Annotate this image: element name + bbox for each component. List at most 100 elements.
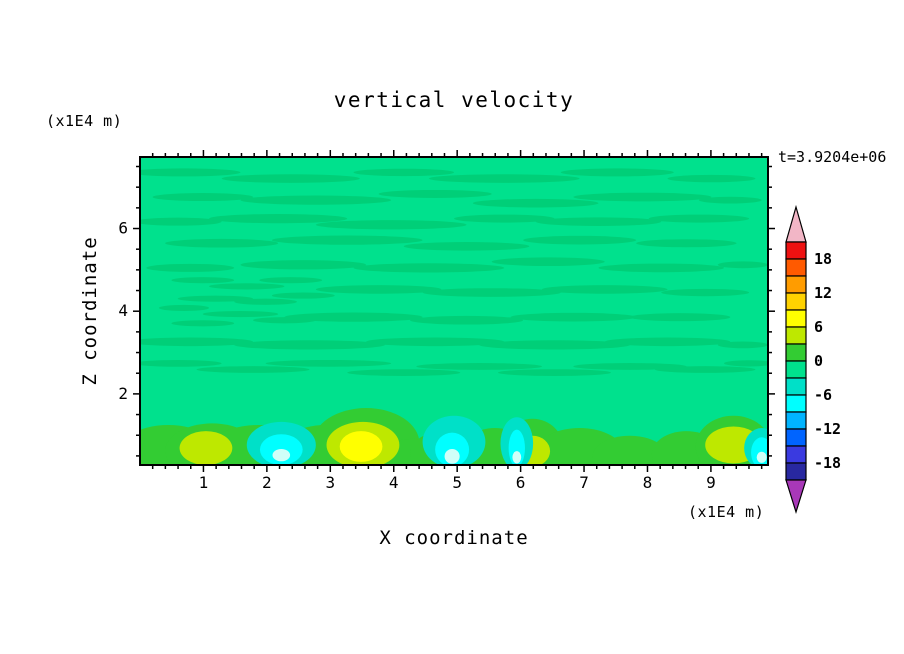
contour-streak — [523, 235, 637, 245]
contour-streak — [209, 283, 285, 290]
contour-streak — [629, 313, 731, 322]
contour-streak — [422, 288, 561, 297]
contour-blob-green — [592, 435, 668, 465]
x-tick-label: 5 — [452, 473, 462, 492]
colorbar-segment — [785, 326, 807, 345]
colorbar-segment — [785, 462, 807, 481]
x-tick-label: 2 — [262, 473, 272, 492]
contour-streak — [510, 312, 637, 322]
contour-streak — [378, 189, 492, 198]
contour-streak — [535, 217, 662, 226]
contour-streak — [410, 315, 524, 325]
colorbar-segment — [785, 411, 807, 430]
contour-streak — [158, 304, 210, 312]
contour-streak — [428, 174, 580, 183]
colorbar-label: -18 — [814, 454, 841, 472]
contour-streak — [234, 340, 385, 350]
contour-streak — [491, 257, 605, 267]
contour-streak — [353, 263, 505, 273]
chart-title: vertical velocity — [333, 88, 575, 112]
colorbar-label: 6 — [814, 318, 823, 336]
contour-blob-pale — [272, 448, 291, 462]
contour-streak — [315, 285, 442, 294]
contour-streak — [347, 369, 461, 376]
x-tick-label: 7 — [579, 473, 589, 492]
contour-streak — [202, 311, 279, 318]
contour-streak — [598, 263, 725, 273]
colorbar-label: -6 — [814, 386, 832, 404]
contour-streak — [140, 337, 254, 347]
contour-field — [140, 157, 768, 465]
contour-streak — [724, 360, 768, 367]
colorbar-segment — [785, 394, 807, 413]
contour-streak — [284, 312, 423, 322]
z-tick-label: 2 — [118, 384, 128, 403]
contour-blob-pale — [444, 448, 460, 464]
contour-streak — [661, 288, 750, 297]
x-tick-label: 1 — [199, 473, 209, 492]
contour-blob-cyan — [435, 432, 470, 465]
colorbar-segment — [785, 241, 807, 260]
contour-blob-yellowgreen — [179, 431, 233, 465]
contour-streak — [573, 363, 687, 370]
x-tick-label: 8 — [643, 473, 653, 492]
contour-blob-pale — [756, 451, 767, 463]
contour-streak — [165, 238, 279, 248]
contour-streak — [353, 168, 455, 177]
contour-streak — [271, 235, 423, 245]
contour-streak — [416, 363, 542, 370]
colorbar-segment — [785, 292, 807, 311]
contour-streak — [541, 285, 668, 294]
contour-streak — [240, 195, 392, 205]
colorbar-segment — [785, 428, 807, 447]
contour-streak — [196, 366, 310, 373]
x-tick-label: 6 — [516, 473, 526, 492]
contour-streak — [472, 198, 599, 208]
field-background — [140, 157, 768, 465]
contour-streak — [667, 174, 756, 183]
colorbar-label: 18 — [814, 250, 832, 268]
contour-streak — [265, 359, 392, 367]
contour-streak — [140, 217, 222, 226]
contour-streak — [636, 239, 737, 248]
colorbar-segment — [785, 360, 807, 379]
contour-streak — [698, 196, 762, 204]
x-axis-label: X coordinate — [379, 527, 529, 549]
contour-streak — [604, 337, 731, 347]
time-annotation: t=3.9204e+06 — [778, 148, 887, 166]
contour-streak — [654, 366, 756, 373]
colorbar-segment — [785, 343, 807, 362]
contour-streak — [259, 277, 323, 284]
colorbar-arrow-bottom — [785, 479, 807, 515]
contour-streak — [497, 369, 611, 376]
contour-streak — [140, 168, 241, 177]
contour-streak — [171, 320, 235, 327]
z-axis-unit: (x1E4 m) — [46, 112, 123, 130]
contour-streak — [234, 298, 297, 305]
contour-streak — [315, 220, 467, 230]
contour-streak — [209, 213, 348, 224]
contour-streak — [479, 340, 630, 350]
contour-blob-pale — [512, 451, 522, 464]
contour-streak — [560, 168, 674, 177]
contour-streak — [366, 337, 505, 347]
contour-streak — [146, 263, 235, 272]
x-axis-unit: (x1E4 m) — [688, 503, 765, 521]
contour-blob-yellow — [339, 431, 383, 462]
contour-streak — [717, 341, 768, 349]
colorbar-segment — [785, 275, 807, 294]
contour-streak — [454, 214, 555, 223]
contour-streak — [177, 295, 254, 302]
contour-streak — [171, 277, 235, 284]
colorbar-segment — [785, 309, 807, 328]
contour-streak — [271, 292, 335, 299]
colorbar-segment — [785, 258, 807, 277]
contour-streak — [648, 214, 750, 223]
colorbar-segment — [785, 377, 807, 396]
contour-streak — [152, 193, 254, 202]
contour-streak — [403, 242, 530, 251]
colorbar-label: 0 — [814, 352, 823, 370]
colorbar-segment — [785, 445, 807, 464]
x-tick-label: 3 — [325, 473, 335, 492]
